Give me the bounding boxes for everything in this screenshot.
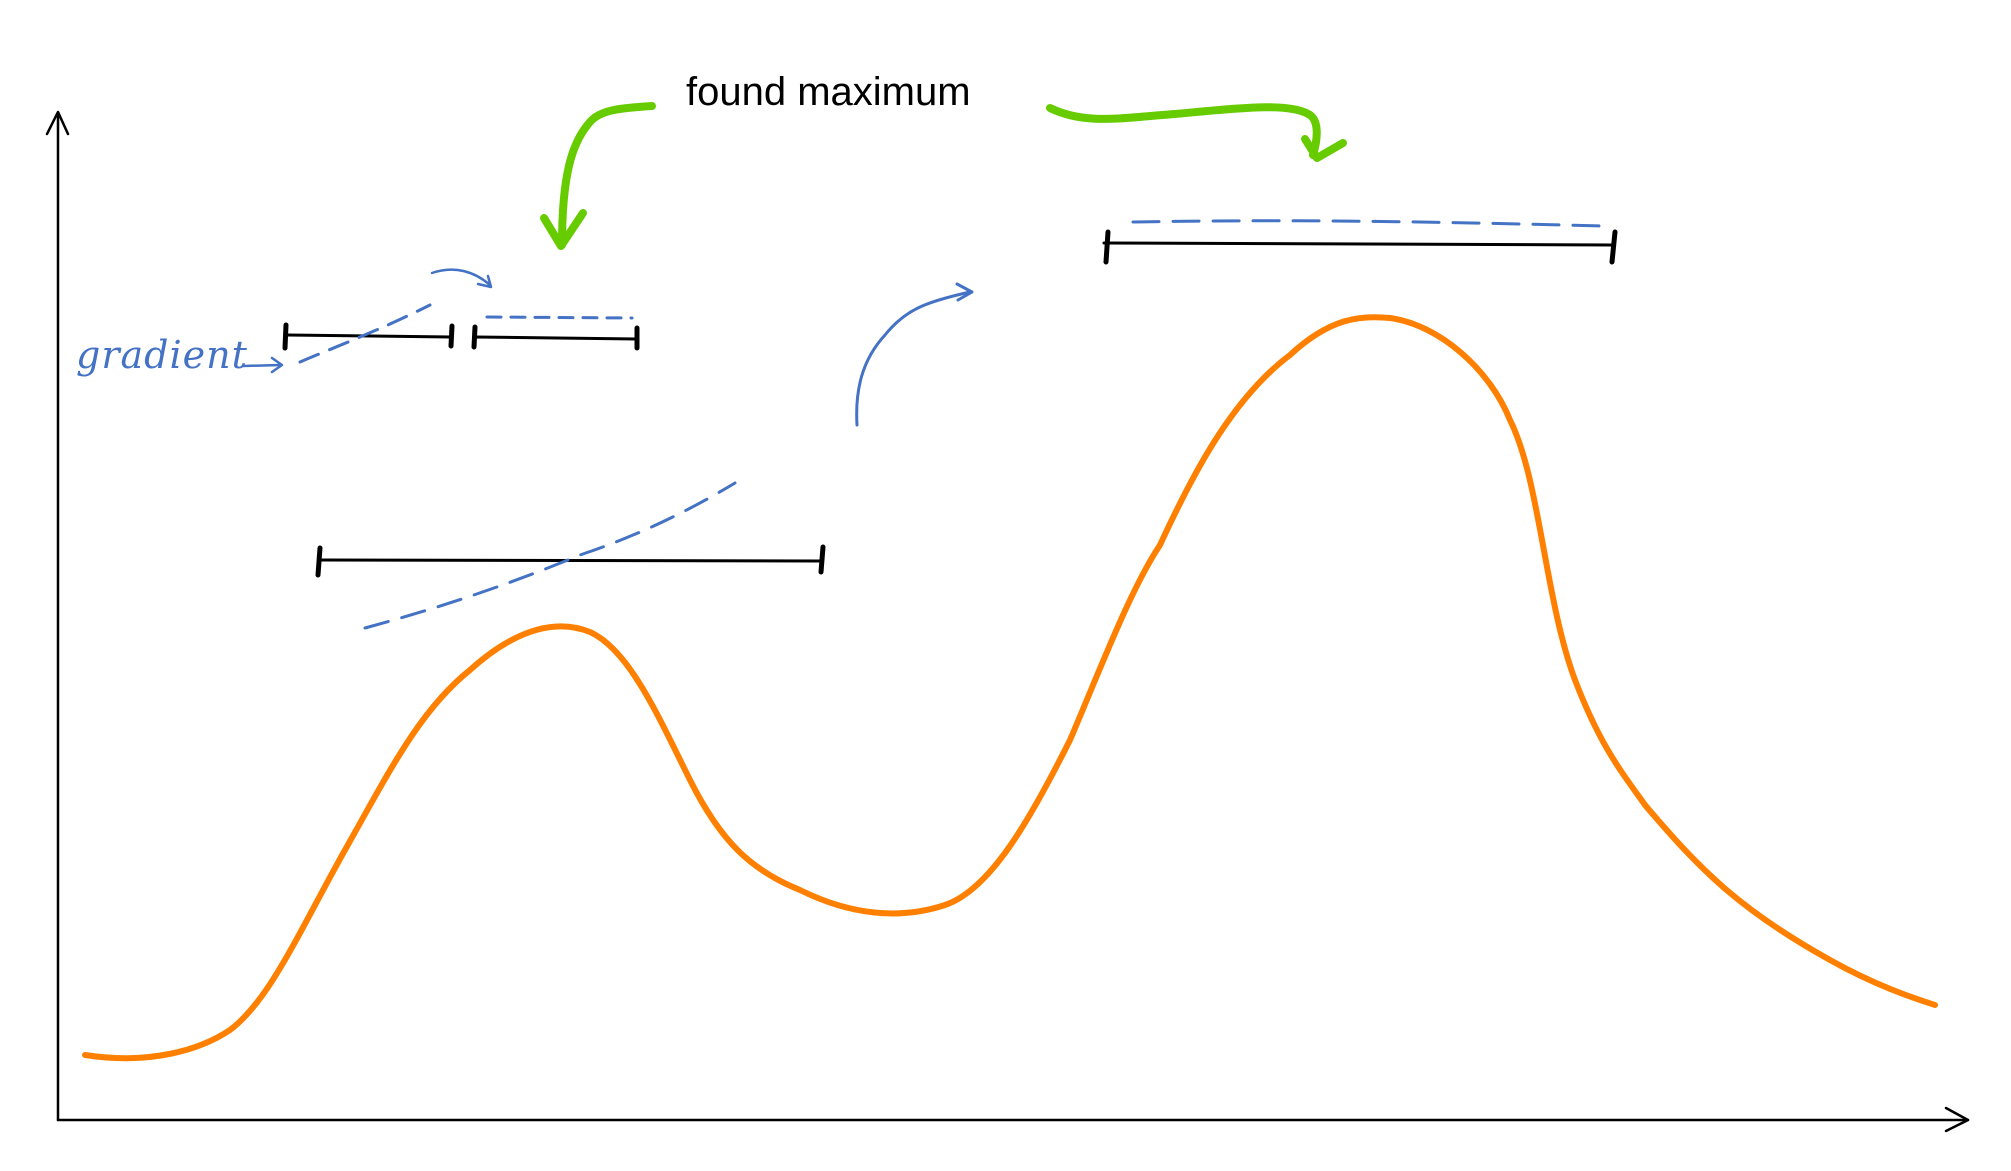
found-arrow-right-head xyxy=(1301,135,1347,162)
interval-small-left xyxy=(282,322,455,351)
step-arrow-small xyxy=(430,268,492,287)
interval-small-right xyxy=(471,324,640,351)
flat-dash-small xyxy=(485,315,634,320)
found-arrow-left xyxy=(558,102,656,249)
x-axis-arrowhead xyxy=(1944,1106,1970,1133)
gradient-pointer-arrow xyxy=(241,363,282,368)
gradient-dash-large xyxy=(363,481,737,630)
gradient-label: gradient xyxy=(76,333,248,377)
interval-large xyxy=(315,544,826,578)
interval-global xyxy=(1102,229,1618,265)
interval-large-right-tick xyxy=(818,544,826,575)
gradient-pointer-arrow-head xyxy=(270,356,284,374)
found-arrow-left-head xyxy=(540,209,587,250)
y-axis-arrowhead xyxy=(45,110,70,136)
objective-curve xyxy=(82,314,1938,1062)
flat-dash-global xyxy=(1131,219,1604,228)
gradient-dash-small xyxy=(298,303,432,364)
step-arrow-large-head xyxy=(955,282,974,302)
axes xyxy=(45,110,1970,1133)
step-arrow-large xyxy=(855,290,972,427)
step-arrow-small-head xyxy=(476,274,493,289)
found-maximum-label: found maximum xyxy=(686,70,971,114)
found-arrow-right xyxy=(1046,103,1321,159)
interval-large-left-tick xyxy=(315,545,323,578)
